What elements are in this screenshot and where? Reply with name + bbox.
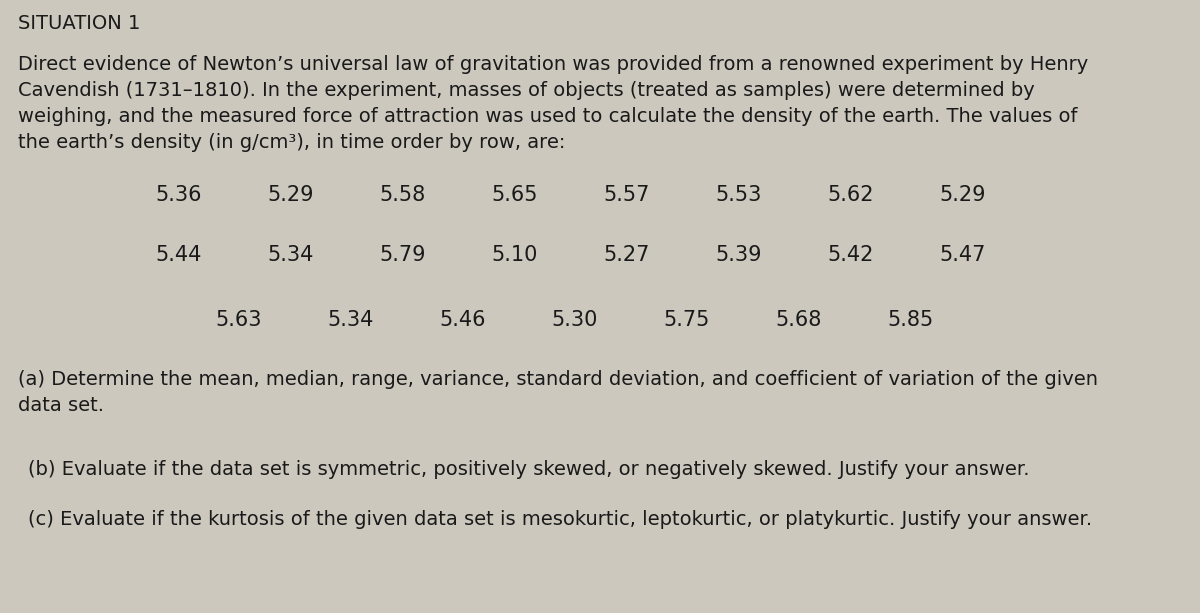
Text: (a) Determine the mean, median, range, variance, standard deviation, and coeffic: (a) Determine the mean, median, range, v… (18, 370, 1098, 389)
Text: 5.42: 5.42 (827, 245, 874, 265)
Text: weighing, and the measured force of attraction was used to calculate the density: weighing, and the measured force of attr… (18, 107, 1078, 126)
Text: the earth’s density (in g/cm³), in time order by row, are:: the earth’s density (in g/cm³), in time … (18, 133, 565, 152)
Text: Cavendish (1731–1810). In the experiment, masses of objects (treated as samples): Cavendish (1731–1810). In the experiment… (18, 81, 1034, 100)
Text: 5.10: 5.10 (491, 245, 538, 265)
Text: 5.68: 5.68 (775, 310, 821, 330)
Text: 5.29: 5.29 (940, 185, 985, 205)
Text: 5.36: 5.36 (155, 185, 202, 205)
Text: 5.57: 5.57 (604, 185, 649, 205)
Text: 5.39: 5.39 (715, 245, 762, 265)
Text: (b) Evaluate if the data set is symmetric, positively skewed, or negatively skew: (b) Evaluate if the data set is symmetri… (28, 460, 1030, 479)
Text: 5.46: 5.46 (439, 310, 486, 330)
Text: data set.: data set. (18, 396, 104, 415)
Text: 5.30: 5.30 (551, 310, 598, 330)
Text: 5.34: 5.34 (266, 245, 313, 265)
Text: 5.79: 5.79 (379, 245, 426, 265)
Text: 5.29: 5.29 (266, 185, 313, 205)
Text: 5.34: 5.34 (326, 310, 373, 330)
Text: 5.47: 5.47 (940, 245, 985, 265)
Text: (c) Evaluate if the kurtosis of the given data set is mesokurtic, leptokurtic, o: (c) Evaluate if the kurtosis of the give… (28, 510, 1092, 529)
Text: 5.62: 5.62 (827, 185, 874, 205)
Text: 5.44: 5.44 (155, 245, 202, 265)
Text: 5.53: 5.53 (715, 185, 761, 205)
Text: 5.65: 5.65 (491, 185, 538, 205)
Text: 5.58: 5.58 (379, 185, 425, 205)
Text: Direct evidence of Newton’s universal law of gravitation was provided from a ren: Direct evidence of Newton’s universal la… (18, 55, 1088, 74)
Text: 5.63: 5.63 (215, 310, 262, 330)
Text: SITUATION 1: SITUATION 1 (18, 14, 140, 33)
Text: 5.27: 5.27 (604, 245, 649, 265)
Text: 5.85: 5.85 (887, 310, 934, 330)
Text: 5.75: 5.75 (662, 310, 709, 330)
